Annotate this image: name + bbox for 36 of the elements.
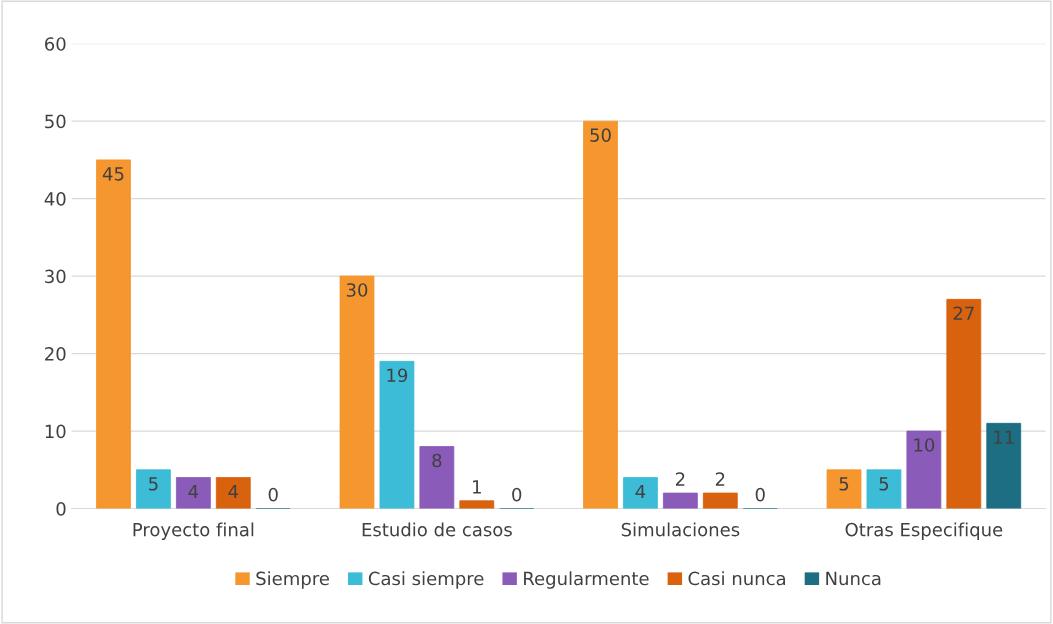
legend-label: Casi nunca bbox=[688, 571, 785, 586]
data-label: 50 bbox=[590, 128, 611, 142]
x-tick-label: Estudio de casos bbox=[362, 522, 512, 537]
data-label: 0 bbox=[512, 487, 522, 502]
data-label: 5 bbox=[149, 477, 158, 491]
data-label: 5 bbox=[879, 477, 889, 491]
y-tick-label: 10 bbox=[45, 424, 66, 439]
legend-label: Nunca bbox=[826, 571, 881, 586]
data-label: 1 bbox=[473, 480, 481, 494]
data-label: 27 bbox=[953, 306, 974, 320]
y-tick-label: 0 bbox=[56, 502, 66, 516]
data-label: 11 bbox=[994, 430, 1014, 444]
y-tick-label: 50 bbox=[45, 114, 66, 129]
data-label: 45 bbox=[102, 167, 124, 181]
legend-label: Siempre bbox=[256, 571, 329, 589]
y-tick-label: 40 bbox=[44, 192, 66, 206]
data-label: 4 bbox=[635, 484, 646, 499]
data-label: 5 bbox=[839, 477, 849, 491]
data-label: 30 bbox=[346, 283, 368, 297]
y-tick-label: 60 bbox=[45, 37, 66, 51]
data-label: 10 bbox=[914, 438, 935, 452]
y-tick-label: 30 bbox=[45, 269, 66, 284]
data-label: 0 bbox=[268, 487, 278, 502]
y-tick-label: 20 bbox=[45, 347, 66, 361]
x-tick-label: Simulaciones bbox=[621, 522, 740, 537]
data-label: 4 bbox=[188, 484, 199, 499]
data-label: 2 bbox=[675, 472, 685, 486]
x-tick-label: Otras Especifique bbox=[845, 522, 1003, 540]
legend-label: Regularmente bbox=[524, 571, 649, 589]
data-label: 8 bbox=[432, 453, 442, 468]
data-label: 2 bbox=[715, 472, 725, 486]
data-label: 4 bbox=[228, 484, 239, 499]
data-label: 0 bbox=[755, 487, 765, 502]
x-tick-label: Proyecto final bbox=[133, 522, 254, 540]
data-label: 19 bbox=[387, 368, 408, 383]
legend-label: Casi siempre bbox=[368, 571, 484, 589]
